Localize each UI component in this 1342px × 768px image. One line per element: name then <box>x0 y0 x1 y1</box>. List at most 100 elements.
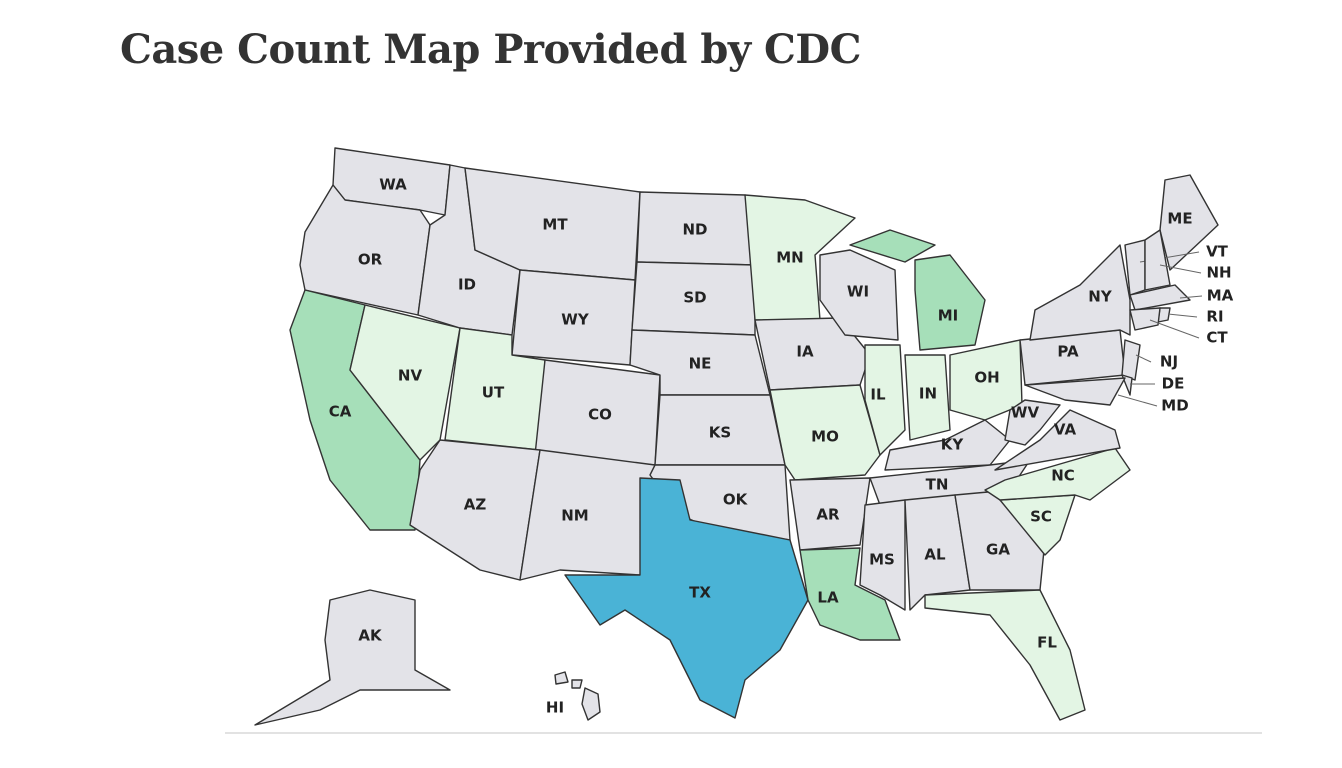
state-label: KS <box>709 424 731 442</box>
state: ME <box>1159 174 1219 271</box>
state: MI <box>849 229 986 351</box>
state-label: ND <box>682 221 707 239</box>
state: AK <box>254 589 451 726</box>
state-label: NJ <box>1160 353 1178 371</box>
state-label: PA <box>1057 343 1079 361</box>
state-label: IL <box>870 386 886 404</box>
state: MD <box>1024 377 1189 415</box>
state-shape <box>1129 307 1161 331</box>
state-label: CT <box>1206 329 1228 347</box>
state: IA <box>754 317 871 391</box>
state-label: HI <box>546 699 564 717</box>
state-label: AK <box>358 627 383 645</box>
state: NE <box>629 329 771 396</box>
state: MA <box>1129 284 1234 311</box>
state: NV <box>349 304 461 461</box>
state: VA <box>994 409 1121 471</box>
state-label: AL <box>924 546 946 564</box>
state: MS <box>859 499 906 611</box>
state: OH <box>949 339 1023 421</box>
state-label: MS <box>869 551 895 569</box>
state: NY <box>1029 244 1131 341</box>
state-shape <box>849 229 936 263</box>
state: IL <box>864 344 906 456</box>
state: RI <box>1157 307 1224 326</box>
state-shape <box>1029 244 1131 341</box>
state-label: AZ <box>464 496 487 514</box>
state-label: MA <box>1207 287 1234 305</box>
state-label: OR <box>358 251 383 269</box>
state-label: IA <box>796 343 814 361</box>
state: KS <box>654 394 786 466</box>
state-shape <box>349 304 461 461</box>
state-label: VT <box>1206 243 1229 261</box>
leader-line <box>1179 295 1203 299</box>
state: MO <box>769 384 881 481</box>
state-label: NE <box>689 355 712 373</box>
leader-line <box>1159 264 1202 274</box>
state-label: GA <box>986 541 1010 559</box>
state-label: NC <box>1051 467 1075 485</box>
state-label: RI <box>1206 308 1223 326</box>
state-shape <box>924 589 1086 721</box>
state-shape <box>1144 229 1171 291</box>
state: IN <box>904 354 951 441</box>
state-label: OK <box>723 491 749 509</box>
state: HI <box>546 671 601 721</box>
state-label: AR <box>816 506 840 524</box>
leader-line <box>1117 394 1158 407</box>
state-shape <box>1024 377 1126 406</box>
state-shape <box>564 477 809 719</box>
state-label: FL <box>1037 634 1057 652</box>
state: WV <box>1004 399 1061 446</box>
state-label: CO <box>588 406 612 424</box>
state-label: IN <box>919 385 937 403</box>
state-shape <box>554 671 569 685</box>
state-label: SD <box>683 289 706 307</box>
state-shape <box>1129 284 1191 311</box>
state-shape <box>799 547 901 641</box>
state: DE <box>1121 374 1185 396</box>
state: ND <box>636 191 756 266</box>
state: NC <box>984 447 1131 501</box>
state: VT <box>1124 239 1229 296</box>
state-label: MO <box>811 428 839 446</box>
state-label: MT <box>542 216 568 234</box>
state-label: VA <box>1054 421 1077 439</box>
state-label: LA <box>817 589 839 607</box>
state-shape <box>789 477 871 551</box>
state-shape <box>949 339 1023 421</box>
state: NH <box>1144 229 1232 291</box>
state-label: TN <box>926 476 949 494</box>
state-label: UT <box>482 384 505 402</box>
state-shape <box>571 679 583 689</box>
state-label: WI <box>847 283 869 301</box>
state-shape <box>904 354 951 441</box>
state-shape <box>1004 399 1061 446</box>
state-label: MN <box>776 249 803 267</box>
state-label: MI <box>938 307 959 325</box>
state-label: KY <box>941 436 965 454</box>
state: TX <box>564 477 809 719</box>
leader-line <box>1135 354 1152 363</box>
leader-line <box>1167 313 1198 318</box>
state-label: WY <box>561 311 590 329</box>
state-shape <box>994 409 1121 471</box>
state: FL <box>924 589 1086 721</box>
state-shape <box>819 249 899 341</box>
state-shape <box>1121 339 1141 381</box>
state: WY <box>511 269 636 366</box>
state-shape <box>254 589 451 726</box>
state-shape <box>581 687 601 721</box>
state-label: ME <box>1167 210 1192 228</box>
state-label: NH <box>1206 264 1231 282</box>
state-label: TX <box>689 584 711 602</box>
state-label: CA <box>329 403 352 421</box>
state-shape <box>1159 174 1219 271</box>
state-label: DE <box>1162 375 1185 393</box>
state-label: WA <box>379 176 407 194</box>
state: AR <box>789 477 871 551</box>
state: WI <box>819 249 899 341</box>
